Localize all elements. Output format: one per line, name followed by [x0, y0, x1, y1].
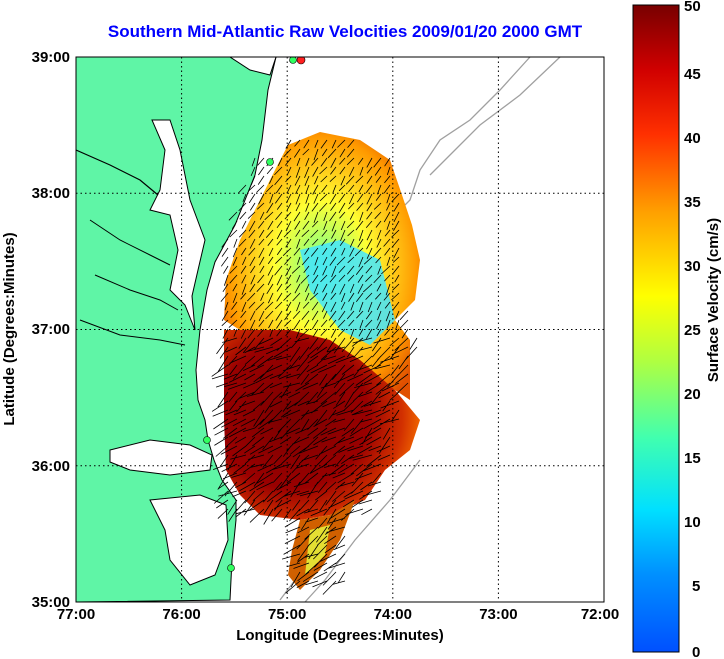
y-tick-label: 37:00	[32, 321, 70, 338]
y-tick-label: 38:00	[32, 185, 70, 202]
velocity-arrows	[211, 139, 418, 595]
chart-title: Southern Mid-Atlantic Raw Velocities 200…	[107, 22, 583, 41]
y-tick-label: 36:00	[32, 458, 70, 475]
radar-site-marker	[266, 158, 274, 166]
x-tick-label: 77:00	[57, 606, 95, 623]
pamlico-sound	[149, 494, 229, 586]
grid-lines	[76, 57, 604, 602]
radar-site-marker	[296, 57, 306, 65]
radar-site-marker	[289, 57, 297, 64]
potomac-river	[76, 149, 159, 196]
x-tick-label: 72:00	[581, 606, 619, 623]
chesapeake-bay	[149, 119, 206, 331]
rappahannock-river	[89, 219, 171, 266]
delaware-bay	[229, 57, 277, 76]
velocity-slow-band	[300, 240, 395, 345]
axes-frame	[75, 56, 605, 603]
x-tick-label: 74:00	[374, 606, 412, 623]
x-axis-label: Longitude (Degrees:Minutes)	[236, 627, 444, 644]
velocity-vectors	[211, 139, 418, 595]
x-tick-label: 73:00	[479, 606, 517, 623]
x-tick-label: 76:00	[162, 606, 200, 623]
james-river	[79, 319, 186, 346]
x-tick-label: 75:00	[268, 606, 306, 623]
y-axis-label: Latitude (Degrees:Minutes)	[1, 232, 18, 425]
york-river	[94, 274, 179, 311]
y-tick-label: 35:00	[32, 594, 70, 611]
y-tick-label: 39:00	[32, 49, 70, 66]
velocity-coastal-yellow	[305, 525, 330, 575]
radar-site-marker	[227, 564, 235, 572]
radar-site-marker	[203, 436, 211, 444]
